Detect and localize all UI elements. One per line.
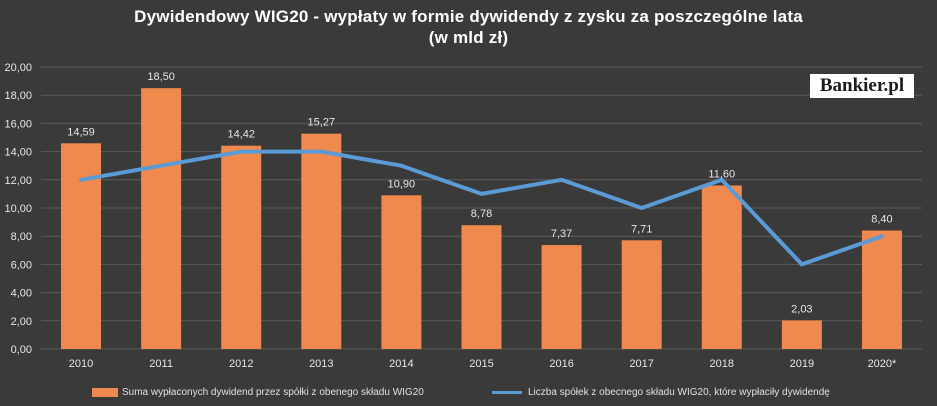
bar	[141, 88, 182, 350]
bar-data-label: 8,78	[471, 208, 492, 220]
y-tick-label: 12,00	[4, 175, 32, 187]
legend-label-line: Liczba spółek z obecnego składu WIG20, k…	[528, 386, 830, 398]
x-tick-label: 2014	[389, 358, 413, 370]
y-tick-label: 6,00	[11, 259, 32, 271]
y-tick-label: 8,00	[11, 231, 32, 243]
x-tick-label: 2020*	[868, 358, 897, 370]
y-tick-label: 18,00	[4, 90, 32, 102]
line-series	[79, 149, 884, 267]
x-tick-label: 2018	[710, 358, 734, 370]
bar	[541, 245, 582, 349]
bar-data-label: 15,27	[308, 117, 336, 129]
bar-data-label: 14,59	[67, 126, 95, 138]
bankier-logo: Bankier.pl	[810, 74, 914, 98]
y-tick-label: 2,00	[11, 316, 32, 328]
x-tick-label: 2012	[229, 358, 253, 370]
bar	[381, 195, 422, 349]
y-tick-label: 16,00	[4, 118, 32, 130]
legend-item-line: Liczba spółek z obecnego składu WIG20, k…	[492, 383, 830, 401]
bar	[221, 145, 262, 349]
x-tick-label: 2010	[69, 358, 93, 370]
x-tick-label: 2019	[790, 358, 814, 370]
bar	[621, 240, 662, 349]
bar-data-label: 14,42	[227, 129, 255, 141]
chart-title-line2: (w mld zł)	[428, 28, 509, 47]
legend-bar-swatch	[92, 387, 118, 397]
bar	[781, 320, 822, 349]
x-tick-label: 2016	[549, 358, 573, 370]
x-tick-label: 2011	[149, 358, 173, 370]
bar-data-label: 2,03	[791, 303, 812, 315]
y-tick-label: 14,00	[4, 147, 32, 159]
legend-item-bars: Suma wypłaconych dywidend przez spółki z…	[92, 383, 424, 401]
legend: Suma wypłaconych dywidend przez spółki z…	[0, 383, 937, 401]
chart-title: Dywidendowy WIG20 - wypłaty w formie dyw…	[0, 6, 937, 48]
x-tick-label: 2015	[469, 358, 493, 370]
bar-data-label: 10,90	[388, 178, 416, 190]
x-tick-label: 2017	[629, 358, 653, 370]
bar-data-label: 7,37	[551, 228, 572, 240]
x-tick-label: 2013	[309, 358, 333, 370]
bar	[861, 230, 902, 349]
bar	[461, 225, 502, 349]
chart-title-line1: Dywidendowy WIG20 - wypłaty w formie dyw…	[134, 7, 803, 26]
y-tick-label: 4,00	[11, 288, 32, 300]
bar-data-label: 11,60	[708, 168, 735, 180]
y-tick-label: 0,00	[11, 344, 32, 356]
bar	[301, 133, 342, 349]
legend-label-bars: Suma wypłaconych dywidend przez spółki z…	[122, 386, 424, 398]
bar	[61, 143, 102, 349]
bar-data-label: 7,71	[631, 223, 652, 235]
bar-data-label: 18,50	[147, 71, 175, 83]
bar-data-label: 8,40	[871, 214, 892, 226]
bar	[701, 185, 742, 349]
legend-line-swatch	[492, 390, 522, 394]
y-tick-label: 10,00	[4, 203, 32, 215]
y-tick-label: 20,00	[4, 62, 32, 74]
